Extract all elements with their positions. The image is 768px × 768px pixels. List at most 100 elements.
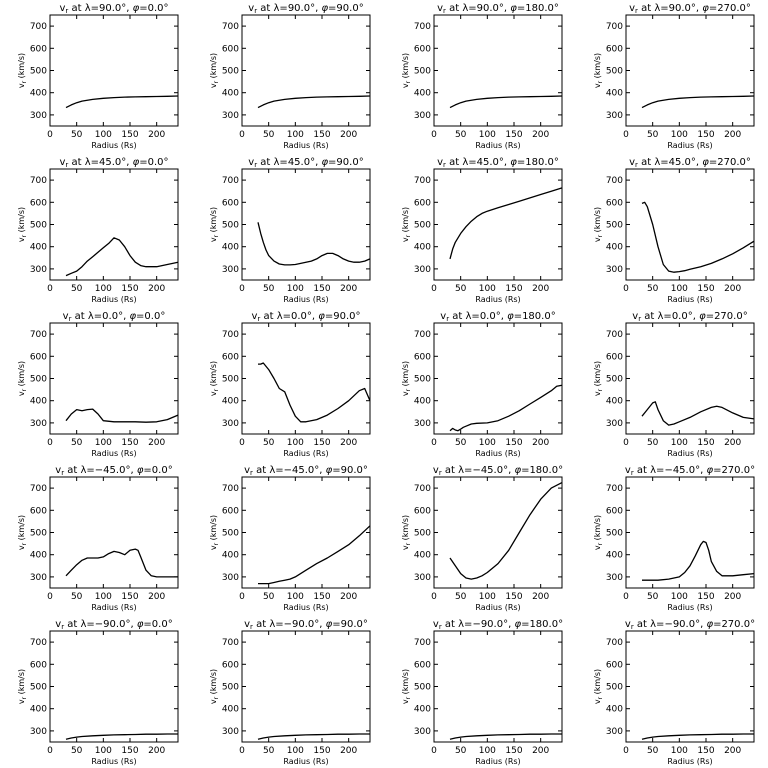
x-tick-label: 150: [313, 592, 330, 602]
panel-title: vr at λ=−45.0°, φ=180.0°: [433, 465, 563, 477]
x-tick-label: 50: [263, 746, 275, 756]
x-tick-label: 200: [532, 746, 549, 756]
y-tick-label: 400: [30, 551, 47, 561]
chart-panel: vr at λ=−45.0°, φ=0.0° 0 50 100 150 200 300 400…: [17, 465, 179, 612]
y-tick-label: 700: [414, 638, 431, 648]
x-tick-label: 50: [263, 130, 275, 140]
panel-title: vr at λ=0.0°, φ=0.0°: [63, 311, 166, 323]
series-line: [641, 201, 755, 273]
y-axis-label: vr (km/s): [401, 669, 412, 704]
x-tick-label: 200: [724, 592, 741, 602]
x-axis-label: Radius (Rs): [475, 603, 520, 612]
y-tick-label: 600: [222, 198, 239, 208]
plot-frame: [49, 476, 179, 589]
panel-title: vr at λ=90.0°, φ=180.0°: [437, 3, 559, 15]
x-tick-label: 200: [340, 284, 357, 294]
y-tick-label: 600: [222, 660, 239, 670]
series-line: [65, 237, 179, 277]
x-tick-label: 100: [287, 592, 304, 602]
panel-title: vr at λ=0.0°, φ=270.0°: [632, 311, 747, 323]
panel-title: vr at λ=−90.0°, φ=270.0°: [625, 619, 755, 631]
x-tick-label: 50: [455, 438, 467, 448]
y-tick-label: 500: [606, 67, 623, 77]
y-tick-label: 400: [222, 89, 239, 99]
x-tick-label: 150: [505, 746, 522, 756]
y-tick-label: 400: [30, 89, 47, 99]
y-tick-label: 300: [414, 111, 431, 121]
series-line: [449, 482, 563, 580]
y-tick-label: 700: [414, 22, 431, 32]
panel-title: vr at λ=0.0°, φ=180.0°: [440, 311, 555, 323]
chart-panel: vr at λ=90.0°, φ=0.0° 0 50 100 150 200 300 400 5…: [17, 3, 179, 150]
x-tick-label: 150: [697, 438, 714, 448]
chart-panel: vr at λ=45.0°, φ=180.0° 0 50 100 150 200 300 40…: [401, 157, 563, 304]
y-tick-label: 500: [606, 375, 623, 385]
x-tick-label: 50: [263, 438, 275, 448]
x-tick-label: 0: [623, 746, 629, 756]
y-axis-label: vr (km/s): [593, 669, 604, 704]
plot-frame: [433, 630, 563, 743]
y-tick-label: 600: [222, 352, 239, 362]
series-line: [642, 540, 755, 581]
panel-title: vr at λ=−45.0°, φ=0.0°: [55, 465, 172, 477]
x-tick-label: 200: [148, 130, 165, 140]
chart-panel: vr at λ=−90.0°, φ=270.0° 0 50 100 150 200 300 4…: [593, 619, 755, 766]
x-tick-label: 0: [47, 746, 53, 756]
x-tick-label: 200: [148, 746, 165, 756]
plot-frame: [241, 322, 371, 435]
x-tick-label: 0: [431, 284, 437, 294]
plot-frame: [241, 14, 371, 127]
y-tick-label: 300: [30, 573, 47, 583]
y-tick-label: 400: [30, 243, 47, 253]
y-tick-label: 500: [30, 683, 47, 693]
y-axis-label: vr (km/s): [209, 515, 220, 550]
x-tick-label: 200: [532, 438, 549, 448]
y-tick-label: 300: [414, 727, 431, 737]
chart-panel: vr at λ=0.0°, φ=180.0° 0 50 100 150 200 300 400…: [401, 311, 563, 458]
panel-title: vr at λ=45.0°, φ=270.0°: [629, 157, 751, 169]
x-tick-label: 50: [455, 592, 467, 602]
chart-panel: vr at λ=90.0°, φ=180.0° 0 50 100 150 200 300 40…: [401, 3, 563, 150]
y-tick-label: 700: [414, 176, 431, 186]
plot-frame: [49, 14, 179, 127]
x-tick-label: 50: [455, 130, 467, 140]
y-tick-label: 400: [414, 89, 431, 99]
x-tick-label: 100: [671, 746, 688, 756]
y-tick-label: 500: [30, 221, 47, 231]
x-tick-label: 0: [47, 592, 53, 602]
y-tick-label: 600: [414, 506, 431, 516]
x-axis-label: Radius (Rs): [283, 603, 328, 612]
y-axis-label: vr (km/s): [401, 515, 412, 550]
chart-panel: vr at λ=45.0°, φ=0.0° 0 50 100 150 200 300 400 5…: [17, 157, 179, 304]
x-axis-label: Radius (Rs): [475, 295, 520, 304]
y-tick-label: 400: [414, 551, 431, 561]
x-tick-label: 150: [505, 592, 522, 602]
y-tick-label: 400: [30, 397, 47, 407]
plot-frame: [625, 630, 755, 743]
y-tick-label: 300: [606, 727, 623, 737]
y-tick-label: 700: [414, 484, 431, 494]
y-axis-label: vr (km/s): [209, 361, 220, 396]
y-tick-label: 500: [222, 67, 239, 77]
x-tick-label: 100: [287, 130, 304, 140]
x-axis-label: Radius (Rs): [475, 141, 520, 150]
series-line: [449, 95, 563, 109]
y-tick-label: 600: [414, 44, 431, 54]
plot-frame: [433, 476, 563, 589]
x-tick-label: 200: [148, 592, 165, 602]
y-tick-label: 500: [606, 221, 623, 231]
series-line: [65, 548, 178, 578]
y-tick-label: 600: [30, 198, 47, 208]
x-axis-label: Radius (Rs): [283, 449, 328, 458]
y-axis-label: vr (km/s): [209, 207, 220, 242]
series-line: [258, 525, 371, 585]
x-tick-label: 200: [340, 746, 357, 756]
x-tick-label: 100: [95, 746, 112, 756]
x-tick-label: 150: [505, 284, 522, 294]
x-tick-label: 200: [724, 284, 741, 294]
x-tick-label: 50: [647, 746, 659, 756]
chart-panel: vr at λ=−45.0°, φ=180.0° 0 50 100 150 200 300 4…: [401, 465, 563, 612]
x-tick-label: 50: [71, 746, 83, 756]
panel-title: vr at λ=−90.0°, φ=90.0°: [244, 619, 368, 631]
x-tick-label: 100: [95, 592, 112, 602]
